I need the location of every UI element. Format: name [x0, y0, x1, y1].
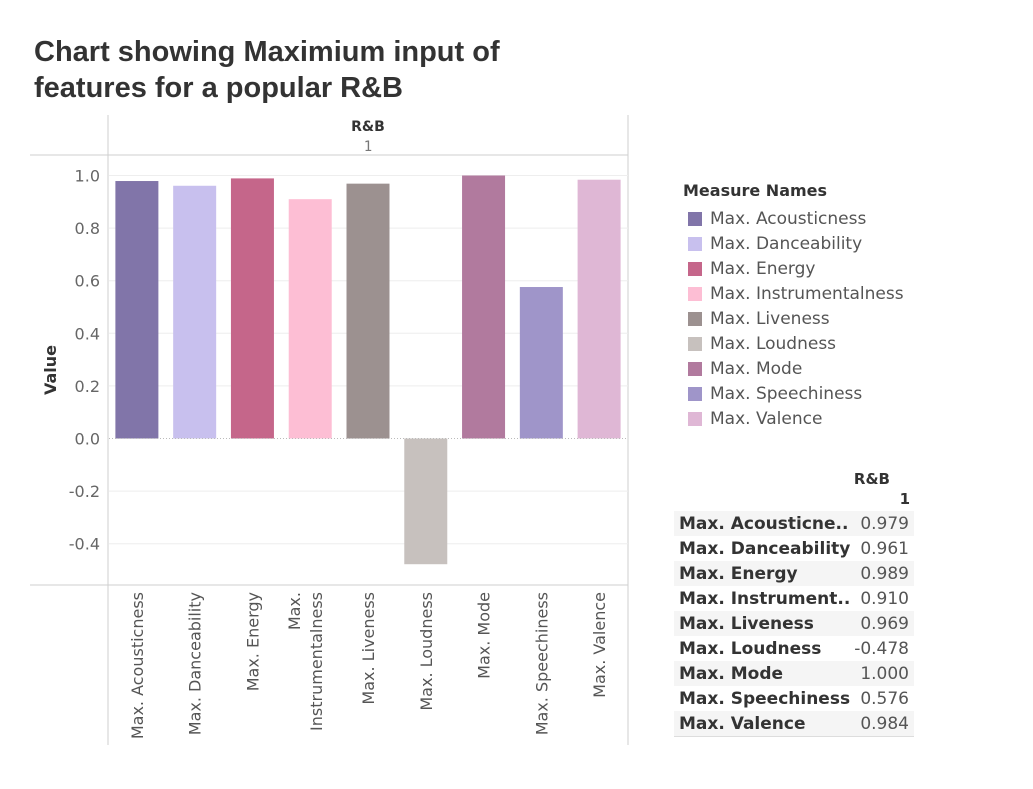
- y-tick-label: 0.0: [75, 430, 100, 449]
- bar-chart: R&B 1 1.0 0.8 0.6 0.4 0.2 0.0 -0.2 -0.4 Value Max. …: [30, 115, 629, 745]
- legend-swatch: [688, 286, 702, 301]
- legend-swatch: [688, 236, 702, 251]
- table-header: R&B 1: [674, 470, 914, 511]
- legend-label: Max. Instrumentalness: [710, 283, 904, 304]
- table-row-label: Max. Danceability: [679, 538, 851, 559]
- legend-swatch: [688, 261, 702, 276]
- bar: [404, 438, 448, 565]
- y-tick-label: 1.0: [75, 167, 100, 186]
- bar: [577, 179, 621, 439]
- table-row-label: Max. Liveness: [674, 611, 854, 636]
- legend-label: Max. Acousticness: [710, 208, 867, 229]
- legend-title: Measure Names: [683, 181, 828, 200]
- legend: Measure Names Max. Acousticness Max. Danc…: [683, 180, 904, 431]
- bar: [519, 287, 563, 439]
- table-row: Max. Danceability 0.961: [674, 536, 914, 561]
- x-tick-label: Max. Liveness: [359, 592, 378, 705]
- legend-swatch: [688, 336, 702, 351]
- y-tick-label: 0.8: [75, 219, 100, 238]
- y-tick-label: 0.4: [75, 324, 100, 343]
- table-row-label: Max. Valence: [674, 711, 854, 737]
- table-row-value: 0.979: [853, 511, 914, 536]
- table-row-value: -0.478: [854, 638, 909, 659]
- legend-label: Max. Valence: [710, 408, 823, 429]
- legend-swatch: [688, 361, 702, 376]
- table-row-label: Max. Mode: [674, 661, 854, 686]
- x-tick-label: Max. Acousticness: [128, 592, 147, 739]
- table-row: Max. Mode 1.000: [674, 661, 914, 686]
- legend-swatch: [688, 211, 702, 226]
- y-tick-label: -0.2: [69, 482, 100, 501]
- table-row-value: 0.576: [860, 688, 909, 709]
- chart-title: Chart showing Maximium input of features…: [34, 36, 500, 104]
- bar: [346, 183, 390, 439]
- y-tick-label: -0.4: [69, 535, 100, 554]
- table-row-value: 1.000: [853, 661, 914, 686]
- legend-label: Max. Liveness: [710, 308, 830, 329]
- legend-item[interactable]: Max. Acousticness: [683, 206, 904, 231]
- table-row-value: 0.961: [860, 538, 909, 559]
- table-row: Max. Instrument.. 0.910: [674, 586, 914, 611]
- legend-swatch: [688, 411, 702, 426]
- bar: [230, 178, 274, 439]
- table-row-label: Max. Speechiness: [679, 688, 851, 709]
- legend-item[interactable]: Max. Danceability: [683, 231, 904, 256]
- x-tick-label: Max. Danceability: [186, 592, 205, 735]
- legend-label: Max. Danceability: [710, 233, 863, 254]
- legend-label: Max. Speechiness: [710, 383, 863, 404]
- table-row: Max. Valence 0.984: [674, 711, 914, 737]
- x-tick-label: Max.: [285, 592, 304, 630]
- table-row-label: Max. Loudness: [679, 638, 822, 659]
- table-header-number: 1: [899, 490, 910, 508]
- table-row-value: 0.989: [853, 561, 914, 586]
- legend-item[interactable]: Max. Speechiness: [683, 381, 904, 406]
- x-tick-label: Max. Speechiness: [532, 592, 551, 735]
- x-tick-label: Max. Mode: [475, 592, 494, 679]
- x-tick-label: Instrumentalness: [307, 592, 326, 731]
- table-row: Max. Speechiness 0.576: [674, 686, 914, 711]
- table-row-value: 0.969: [853, 611, 914, 636]
- x-tick-label: Max. Loudness: [417, 592, 436, 711]
- table-row-label: Max. Acousticne..: [674, 511, 854, 536]
- legend-label: Max. Energy: [710, 258, 816, 279]
- bar: [462, 175, 506, 439]
- legend-item[interactable]: Max. Instrumentalness: [683, 281, 904, 306]
- bar: [288, 199, 332, 439]
- legend-swatch: [688, 386, 702, 401]
- table-row-value: 0.984: [853, 711, 914, 737]
- y-tick-label: 0.2: [75, 377, 100, 396]
- legend-item[interactable]: Max. Valence: [683, 406, 904, 431]
- y-axis-label: Value: [41, 345, 60, 395]
- values-table: R&B 1 Max. Acousticne.. 0.979 Max. Danceab…: [674, 470, 914, 737]
- legend-swatch: [688, 311, 702, 326]
- legend-label: Max. Mode: [710, 358, 803, 379]
- table-row: Max. Acousticne.. 0.979: [674, 511, 914, 536]
- x-tick-label: Max. Valence: [590, 592, 609, 698]
- bar: [115, 181, 159, 439]
- legend-item[interactable]: Max. Liveness: [683, 306, 904, 331]
- y-tick-label: 0.6: [75, 272, 100, 291]
- table-row-label: Max. Energy: [674, 561, 854, 586]
- legend-item[interactable]: Max. Loudness: [683, 331, 904, 356]
- legend-item[interactable]: Max. Mode: [683, 356, 904, 381]
- legend-label: Max. Loudness: [710, 333, 837, 354]
- table-row: Max. Energy 0.989: [674, 561, 914, 586]
- column-header-genre: R&B: [351, 119, 385, 135]
- column-header-sub: 1: [364, 139, 372, 155]
- x-tick-label: Max. Energy: [243, 592, 262, 691]
- table-row-value: 0.910: [860, 588, 909, 609]
- table-row-label: Max. Instrument..: [679, 588, 851, 609]
- legend-item[interactable]: Max. Energy: [683, 256, 904, 281]
- table-header-genre: R&B: [853, 470, 890, 488]
- table-row: Max. Loudness -0.478: [674, 636, 914, 661]
- table-row: Max. Liveness 0.969: [674, 611, 914, 636]
- bar: [173, 185, 217, 439]
